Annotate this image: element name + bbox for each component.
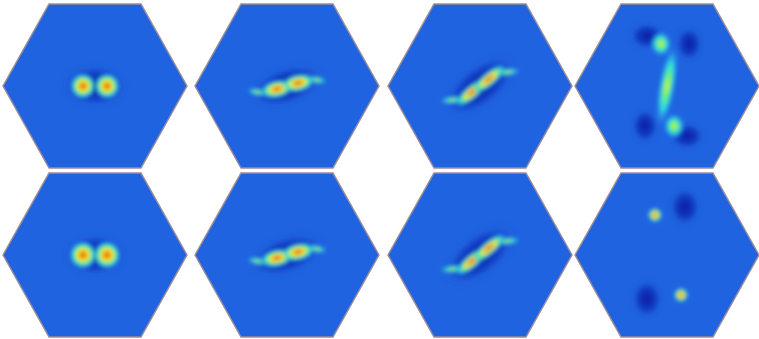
dark-lobe-top-right — [675, 26, 703, 62]
vortex-core-left — [70, 242, 96, 268]
hexagon-domain — [574, 172, 759, 338]
vortex-core-right — [95, 74, 119, 98]
vortex-core-bottom — [674, 288, 688, 302]
vortex-panel-r2c1 — [1, 171, 189, 339]
vortex-core-top — [648, 208, 662, 222]
dark-lobe-bottom-left — [631, 279, 663, 319]
filament-tail-right — [307, 245, 327, 253]
filament-tail-left — [440, 265, 464, 273]
filament-tail-left — [247, 257, 267, 265]
filament-tail-right — [496, 68, 520, 76]
vortex-panel-r1c2 — [193, 2, 381, 170]
vortex-core-top — [651, 32, 671, 56]
dark-lobe-bottom-left — [631, 108, 659, 144]
hexagon-plot-r2c4 — [574, 172, 759, 338]
connecting-filament — [656, 46, 678, 126]
dark-lobe-top-right — [669, 187, 701, 227]
vortex-core-right — [94, 242, 120, 268]
vortex-panel-r2c4 — [573, 171, 759, 339]
vortex-core-right — [282, 74, 314, 92]
filament-tail-left — [247, 88, 267, 96]
vortex-panel-r2c2 — [193, 171, 381, 339]
filament-tail-right — [496, 237, 520, 245]
hexagon-plot-r1c2 — [194, 3, 380, 169]
vortex-core-left — [71, 74, 95, 98]
hexagon-plot-r2c2 — [194, 172, 380, 338]
hexagon-plot-r2c1 — [2, 172, 188, 338]
filament-tail-left — [440, 96, 464, 104]
vortex-panel-r1c1 — [1, 2, 189, 170]
hexagon-plot-r2c3 — [387, 172, 573, 338]
vortex-panel-r1c3 — [386, 2, 574, 170]
hexagon-plot-r1c3 — [387, 3, 573, 169]
vortex-panel-r1c4 — [573, 2, 759, 170]
vortex-core-bottom — [664, 114, 684, 138]
hexagon-plot-r1c1 — [2, 3, 188, 169]
vortex-panel-r2c3 — [386, 171, 574, 339]
hexagon-plot-r1c4 — [574, 3, 759, 169]
vortex-core-right — [282, 243, 314, 261]
filament-tail-right — [307, 76, 327, 84]
